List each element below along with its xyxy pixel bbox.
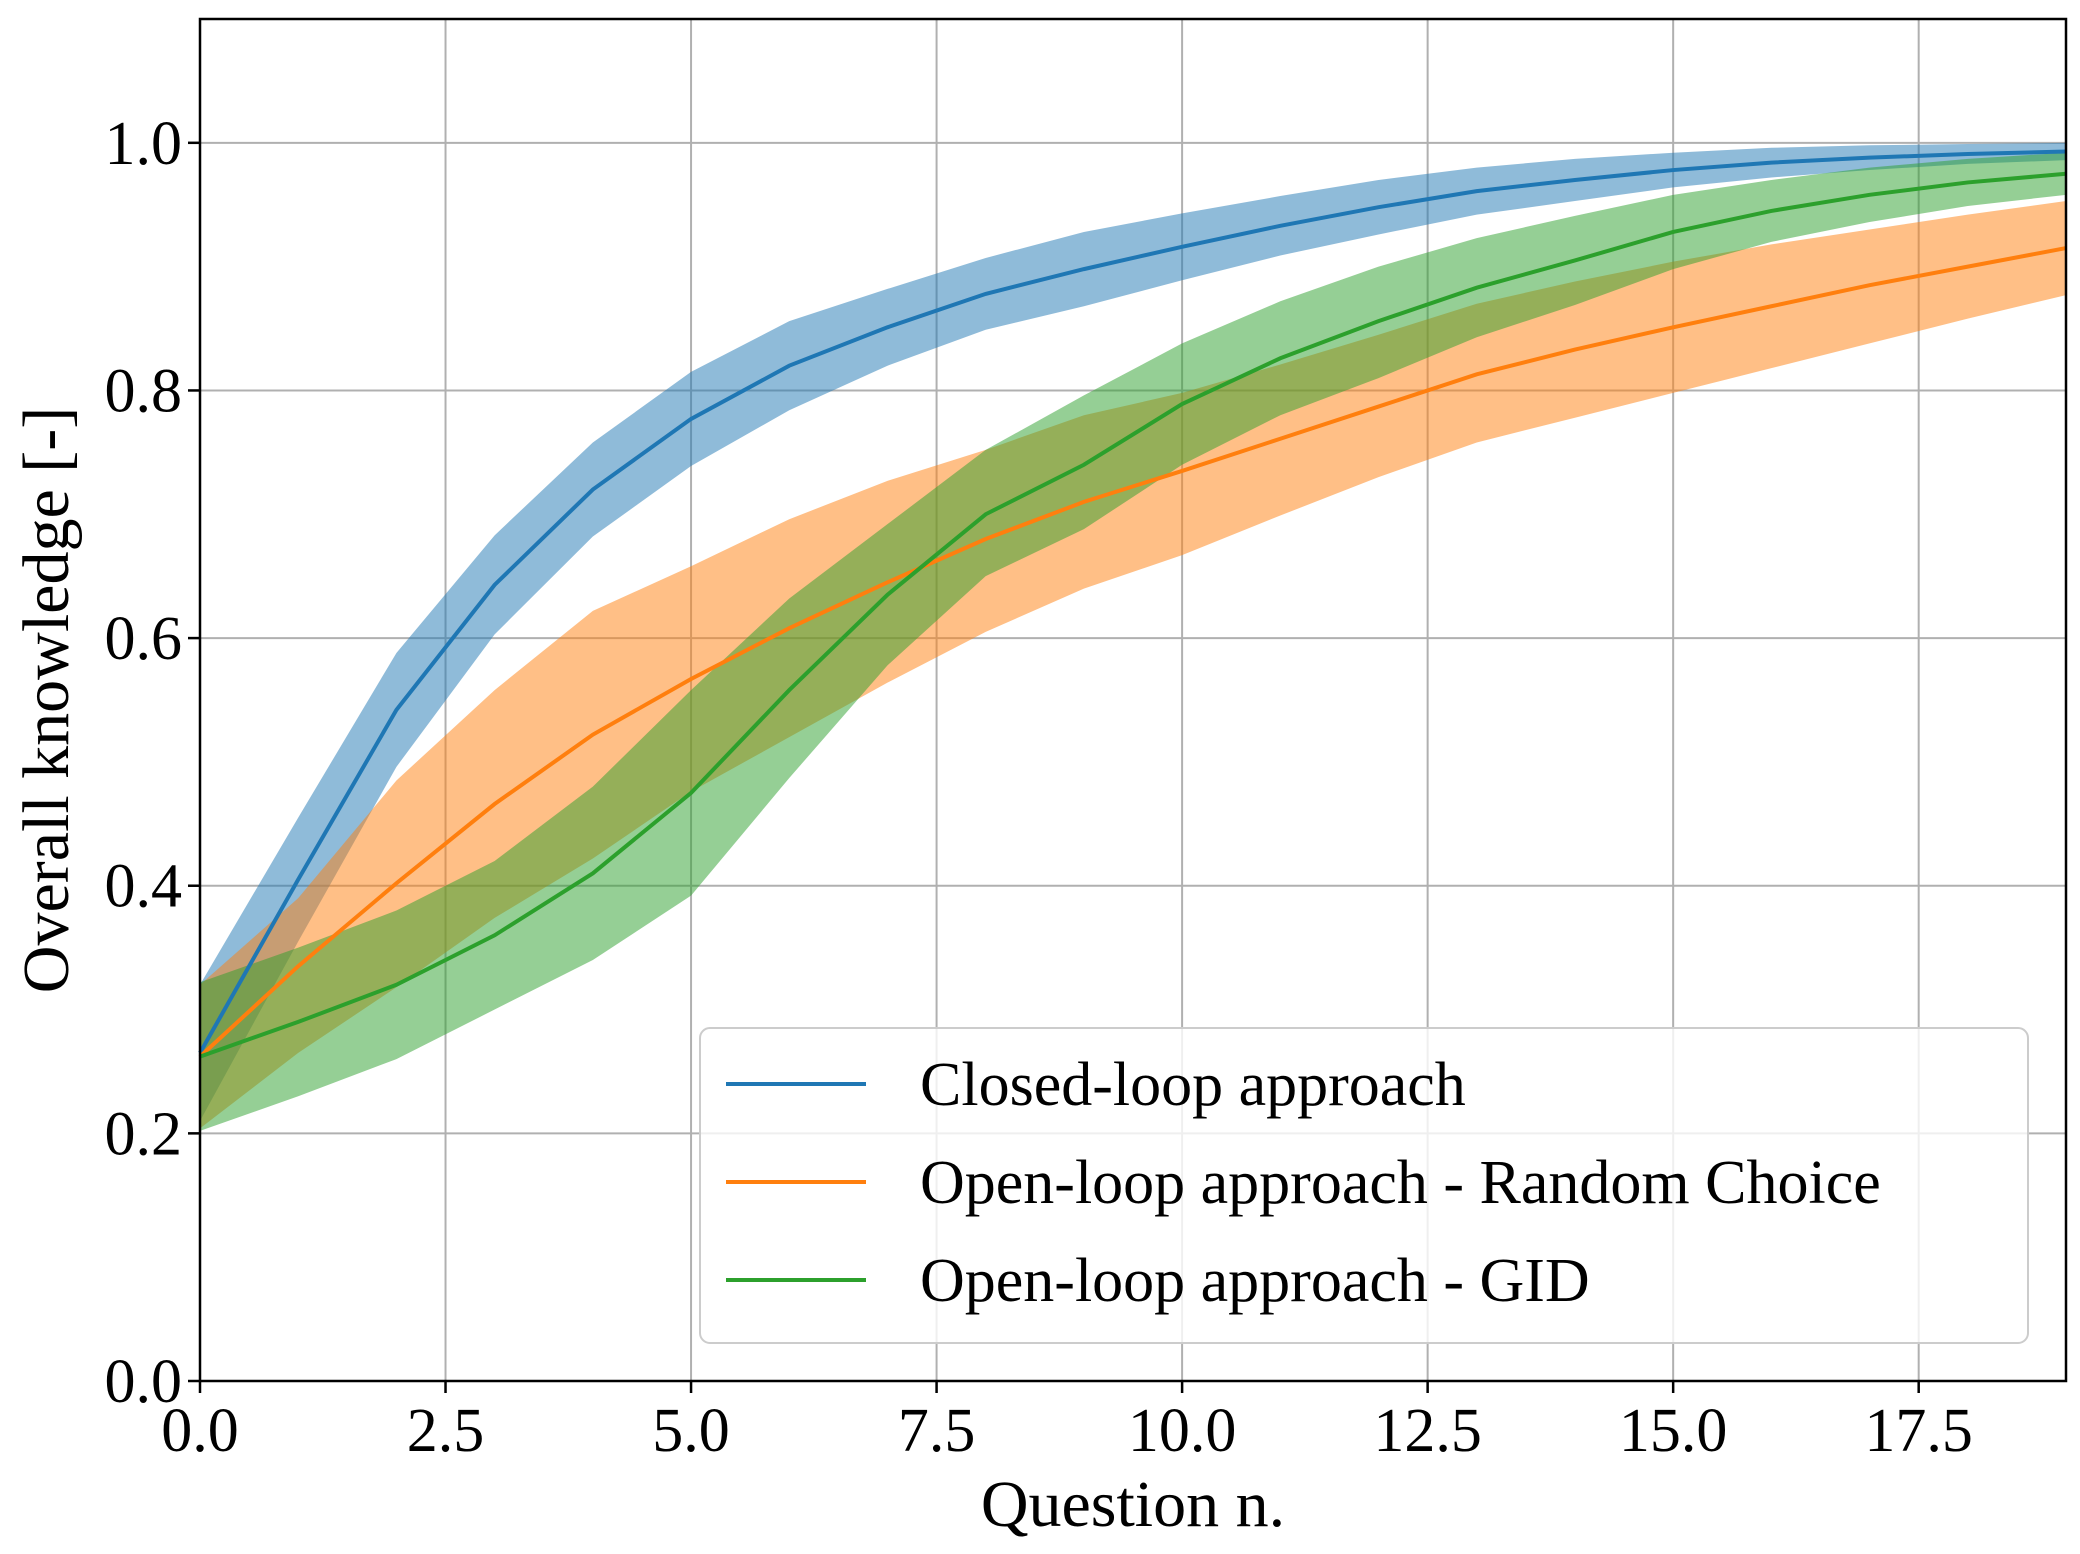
series-lines (198, 149, 2067, 1059)
x-axis-ticks: 0.0 2.5 5.0 7.5 10.0 12.5 15.0 17.5 (161, 1381, 1973, 1465)
y-tick-label: 0.4 (105, 853, 183, 921)
x-tick-label: 5.0 (652, 1397, 730, 1465)
band-series-3 (200, 152, 2066, 1131)
legend: Closed-loop approach Open-loop approach -… (699, 1027, 2029, 1344)
y-tick-label: 0.8 (105, 357, 183, 425)
x-tick-label: 2.5 (407, 1397, 485, 1465)
x-tick-label: 0.0 (161, 1397, 239, 1465)
plot-frame (198, 17, 2068, 1383)
y-tick-label: 0.0 (105, 1348, 183, 1416)
legend-label: Open-loop approach - GID (920, 1247, 1590, 1315)
line-series-3 (199, 171, 2067, 1059)
legend-label: Closed-loop approach (920, 1051, 1466, 1119)
line-series-2 (198, 246, 2067, 1059)
y-axis-label: Overall knowledge [-] (10, 407, 83, 993)
band-series-2 (200, 201, 2066, 1129)
y-tick-label: 0.6 (105, 605, 183, 673)
confidence-bands (200, 142, 2066, 1131)
x-tick-label: 7.5 (898, 1397, 976, 1465)
y-tick-label: 0.2 (105, 1100, 183, 1168)
y-tick-label: 1.0 (105, 110, 183, 178)
y-axis-ticks: 0.0 0.2 0.4 0.6 0.8 1.0 (105, 110, 200, 1416)
x-tick-label: 17.5 (1864, 1397, 1973, 1465)
legend-label: Open-loop approach - Random Choice (920, 1149, 1881, 1217)
x-tick-label: 10.0 (1128, 1397, 1237, 1465)
legend-box (699, 1027, 2029, 1344)
x-tick-label: 15.0 (1619, 1397, 1728, 1465)
x-tick-label: 12.5 (1373, 1397, 1482, 1465)
line-series-1 (198, 149, 2067, 1054)
x-axis-label: Question n. (981, 1468, 1285, 1541)
